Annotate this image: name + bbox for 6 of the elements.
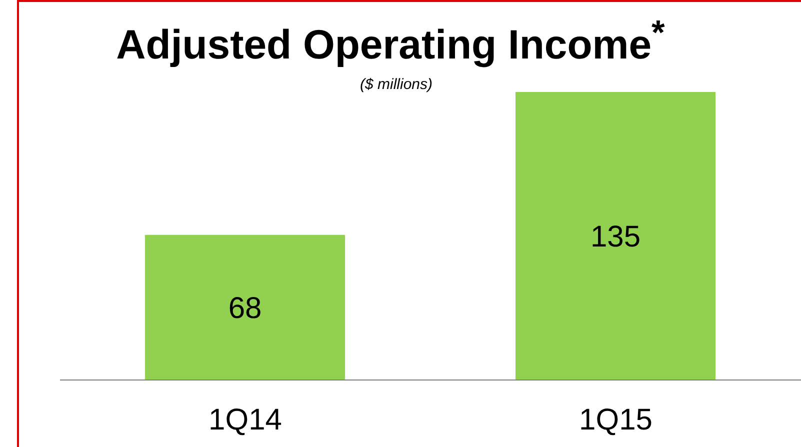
chart-title: Adjusted Operating Income$^{*}$ bbox=[115, 14, 666, 69]
x-tick-label: 1Q15 bbox=[579, 403, 652, 436]
chart-subtitle: ($ millions) bbox=[360, 76, 433, 93]
x-tick-label: 1Q14 bbox=[208, 403, 282, 436]
data-label: 68 bbox=[228, 292, 262, 326]
data-label: 135 bbox=[590, 220, 641, 254]
